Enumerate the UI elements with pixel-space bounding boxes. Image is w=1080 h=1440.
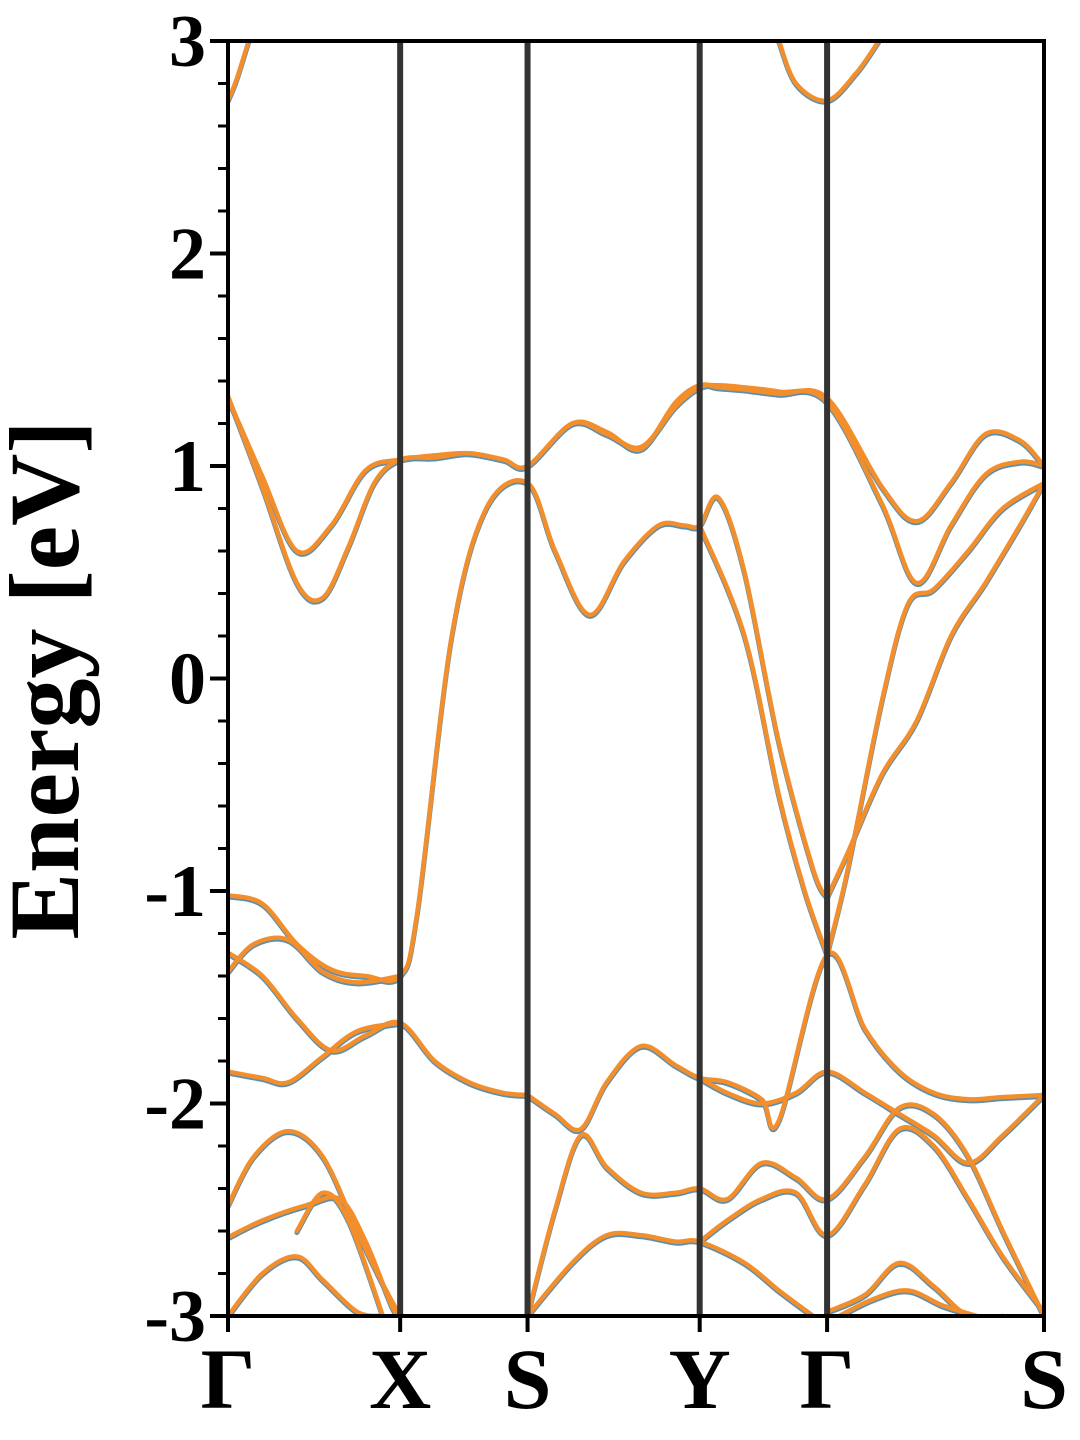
band-line-16 (294, 1190, 386, 1316)
y-tick-label: -1 (144, 851, 206, 933)
axes-frame (226, 39, 1046, 1318)
y-axis-label: Energy [eV] (0, 420, 100, 939)
x-tick-label: Y (669, 1331, 731, 1427)
band-line-10 (697, 1069, 1044, 1166)
y-tick-label: 0 (169, 639, 206, 721)
band-line-12 (697, 1125, 1044, 1315)
x-tick-label: S (504, 1331, 552, 1427)
x-tick-label: Γ (201, 1331, 256, 1427)
band-line-17 (525, 1230, 816, 1316)
y-ticks: 3 2 1 0 -1 -2 -3 (144, 1, 228, 1358)
band-shadow-4 (824, 482, 1044, 902)
band-shadow-5 (697, 524, 830, 959)
band-line-0 (228, 382, 1044, 556)
y-tick-label: -3 (144, 1276, 206, 1358)
band-line-18 (824, 1260, 1005, 1316)
band-line-19 (836, 1288, 980, 1316)
high-symmetry-dividers (397, 41, 831, 1316)
band-line-5 (697, 523, 830, 958)
band-line-2 (228, 478, 830, 984)
band-line-8 (228, 1020, 403, 1086)
y-tick-label: 2 (169, 214, 206, 296)
band-line-11 (525, 1102, 1044, 1316)
x-tick-label: X (369, 1331, 431, 1427)
y-tick-label: -2 (144, 1064, 206, 1146)
band-shadow-0 (228, 383, 1044, 557)
y-tick-label: 3 (169, 1, 206, 83)
y-tick-label: 1 (169, 426, 206, 508)
band-line-15 (228, 1254, 386, 1316)
x-tick-label: S (1020, 1331, 1068, 1427)
band-shadow-17 (525, 1231, 816, 1316)
band-shadow-11 (525, 1103, 1044, 1316)
axes-border (226, 39, 1046, 1318)
band-line-1 (228, 382, 1044, 603)
bands-layer (228, 41, 1044, 1316)
x-tick-label: Γ (800, 1331, 855, 1427)
band-line-6 (824, 480, 1044, 958)
band-line-9 (525, 950, 1044, 1133)
band-line-20 (228, 41, 251, 103)
band-line-3 (228, 935, 403, 985)
band-line-14 (228, 1194, 403, 1316)
